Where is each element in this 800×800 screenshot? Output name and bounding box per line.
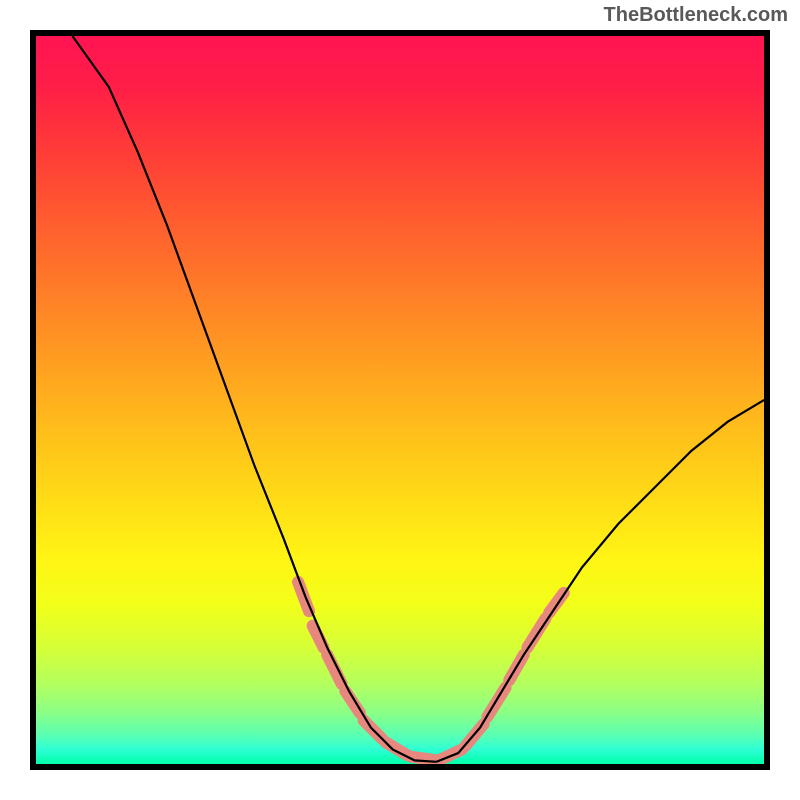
curve-left	[72, 36, 436, 762]
curve-right	[436, 400, 764, 762]
curves-layer	[36, 36, 764, 764]
chart-frame	[30, 30, 770, 770]
chart-container: TheBottleneck.com	[0, 0, 800, 800]
watermark-text: TheBottleneck.com	[604, 4, 788, 27]
